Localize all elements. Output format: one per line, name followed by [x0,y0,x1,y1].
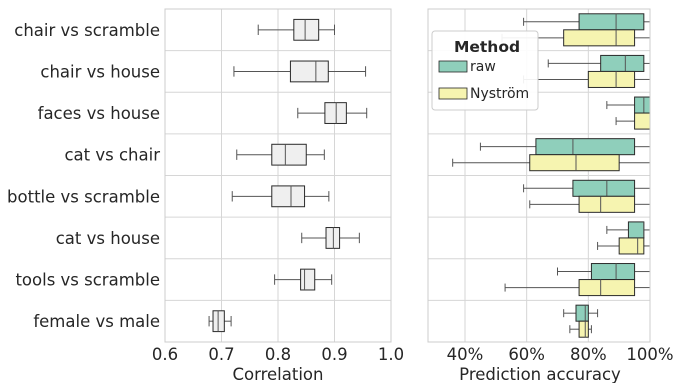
iqr-box [289,60,329,83]
box-female-vs-male [208,310,232,333]
x-tick-label: 0.7 [208,345,234,364]
box-raw-chair-vs-house [547,54,651,72]
iqr-box [563,29,636,47]
iqr-box [578,13,645,31]
iqr-box [529,154,620,172]
category-labels: chair vs scramble chair vs house faces vs … [7,21,160,331]
box-nystr-m-tools-vs-scramble [504,279,651,297]
category-label-bottle-vs-scramble: bottle vs scramble [7,187,160,206]
method-legend: Method raw Nyström [431,30,539,111]
correlation-tick-labels: 0.6 0.7 0.8 0.9 1.0 [152,345,404,364]
x-tick-label: 0.8 [265,345,291,364]
box-raw-cat-vs-house [606,221,651,239]
iqr-box [587,70,636,88]
box-raw-faces-vs-house [606,96,651,114]
category-label-chair-vs-house: chair vs house [40,62,160,81]
iqr-box [271,143,307,166]
box-nystr-m-female-vs-male [569,320,592,338]
correlation-panel: chair vs scramble chair vs house faces vs … [7,8,404,383]
box-raw-tools-vs-scramble [557,263,651,281]
iqr-box [271,185,306,208]
box-raw-bottle-vs-scramble [523,179,651,197]
box-bottle-vs-scramble [231,185,330,208]
correlation-boxes [208,18,368,333]
legend-title: Method [454,38,520,56]
accuracy-panel: 40% 60% 80% 100% Prediction accuracy Method… [427,8,674,383]
box-nystr-m-cat-vs-house [597,237,651,255]
legend-label-nystrom: Nyström [470,86,529,102]
box-chair-vs-house [233,60,367,83]
box-raw-chair-vs-scramble [523,13,651,31]
box-nystr-m-chair-vs-house [523,70,651,88]
box-chair-vs-scramble [257,18,335,41]
category-label-female-vs-male: female vs male [33,312,160,331]
category-label-tools-vs-scramble: tools vs scramble [15,271,160,290]
accuracy-axes-frame [427,8,651,343]
box-raw-female-vs-male [563,304,599,322]
iqr-box [627,221,645,239]
x-tick-label: 60% [508,345,545,364]
category-label-faces-vs-house: faces vs house [38,104,160,123]
iqr-box [590,263,636,281]
iqr-box [212,310,225,333]
x-tick-label: 100% [626,345,673,364]
box-nystr-m-faces-vs-house [615,112,651,130]
box-raw-cat-vs-chair [479,138,651,156]
iqr-box [600,54,645,72]
legend-label-raw: raw [470,59,496,75]
category-label-cat-vs-chair: cat vs chair [64,146,160,165]
legend-swatch-nystrom [438,87,468,100]
x-tick-label: 0.6 [152,345,178,364]
iqr-box [572,179,636,197]
correlation-axis-title: Correlation [233,365,324,383]
iqr-box [324,102,347,124]
box-faces-vs-house [297,102,368,124]
x-tick-label: 80% [570,345,607,364]
iqr-box [300,268,316,291]
iqr-box [535,138,636,156]
iqr-box [618,237,645,255]
x-tick-label: 0.9 [321,345,347,364]
accuracy-tick-labels: 40% 60% 80% 100% [447,345,674,364]
x-tick-label: 40% [447,345,484,364]
accuracy-boxes [452,13,651,338]
iqr-box [634,112,651,130]
box-cat-vs-house [301,227,360,249]
iqr-box [325,227,341,249]
box-cat-vs-chair [236,143,325,166]
legend-swatch-raw [438,60,468,73]
x-tick-label: 1.0 [378,345,404,364]
accuracy-axis-title: Prediction accuracy [459,365,621,383]
box-nystr-m-cat-vs-chair [452,154,651,172]
iqr-box [293,18,320,41]
iqr-box [575,304,589,322]
correlation-axes-frame [164,8,392,343]
box-nystr-m-bottle-vs-scramble [529,195,651,213]
iqr-box [578,279,636,297]
iqr-box [578,195,636,213]
category-label-chair-vs-scramble: chair vs scramble [14,21,160,40]
correlation-grid [165,9,391,342]
category-label-cat-vs-house: cat vs house [56,229,160,248]
iqr-box [634,96,651,114]
iqr-box [578,320,589,338]
box-tools-vs-scramble [274,268,333,291]
